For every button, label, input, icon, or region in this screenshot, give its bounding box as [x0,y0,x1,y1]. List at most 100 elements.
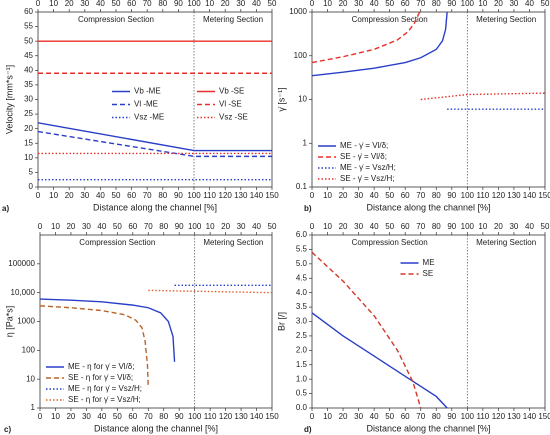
panel-label: c) [4,425,11,434]
y-tick-label: 10 [26,374,35,383]
y-tick-label: 5.0 [296,259,308,268]
x-tick-label: 100 [461,191,475,200]
x2-tick-label: 90 [447,222,456,231]
y-axis-label: η [Pa*s] [4,306,14,338]
legend-label: Vsz -SE [219,113,248,122]
x-tick-label: 60 [127,191,136,200]
x-tick-label: 60 [128,412,137,421]
legend-label: ME - γ̇ = Vsz/H; [340,163,396,172]
x-tick-label: 130 [234,191,248,200]
y-tick-label: 5.5 [296,245,308,254]
x2-tick-label: 30 [80,0,89,8]
legend-label: SE - η for γ̇ = Vl/δ; [68,373,133,382]
y-tick-label: 6.0 [296,230,308,239]
x2-tick-label: 50 [385,222,394,231]
x-tick-label: 10 [51,412,60,421]
x-tick-label: 10 [323,412,332,421]
section-label: Compression Section [78,15,154,24]
x2-tick-label: 40 [252,222,261,231]
x-axis-label: Distance along the channel [%] [94,423,218,433]
section-label: Compression Section [352,238,428,247]
x2-tick-label: 20 [494,222,503,231]
x2-tick-label: 10 [206,222,215,231]
x2-tick-label: 100 [188,222,202,231]
y-tick-label: 20 [24,124,33,133]
legend-label: SE - γ̇ = Vsz/H; [340,174,394,183]
y-axis-label: Br [/] [276,312,286,331]
y-tick-label: 100 [22,345,36,354]
x2-tick-label: 40 [370,222,379,231]
x-tick-label: 30 [80,191,89,200]
legend-label: Vb -ME [134,87,161,96]
legend-label: ME - η for γ̇ = Vl/δ; [68,362,134,371]
section-label: Metering Section [203,238,263,247]
series-line [420,92,545,101]
x2-tick-label: 0 [310,222,315,231]
x-tick-label: 20 [66,412,75,421]
legend-label: SE [423,269,434,278]
x2-tick-label: 50 [385,0,394,8]
y-axis-label: γ̇ [s⁻¹] [276,87,286,111]
x2-tick-label: 30 [237,222,246,231]
x2-tick-label: 70 [144,222,153,231]
x2-tick-label: 20 [339,222,348,231]
x2-tick-label: 30 [354,222,363,231]
y-tick-label: 55 [24,22,33,31]
x2-tick-label: 90 [175,222,184,231]
x2-tick-label: 10 [323,222,332,231]
legend-label: SE - η for γ̇ = Vsz/H; [68,395,141,404]
series-line [312,251,422,408]
x2-tick-label: 70 [416,222,425,231]
x-tick-label: 70 [144,412,153,421]
y-tick-label: 4.0 [296,288,308,297]
x-tick-label: 150 [265,191,279,200]
section-label: Metering Section [203,15,263,24]
x2-tick-label: 20 [66,222,75,231]
x-tick-label: 50 [385,191,394,200]
x2-tick-label: 10 [478,222,487,231]
x-tick-label: 120 [219,412,233,421]
x-tick-label: 80 [159,412,168,421]
x-tick-label: 70 [416,412,425,421]
x-tick-label: 100 [461,412,475,421]
x2-tick-label: 30 [354,0,363,8]
x2-tick-label: 50 [268,0,277,8]
y-tick-label: 1000 [17,317,35,326]
legend-label: ME [423,258,435,267]
x-tick-label: 140 [250,191,264,200]
x-tick-label: 20 [65,191,74,200]
x-tick-label: 140 [523,412,537,421]
x2-tick-label: 10 [205,0,214,8]
x2-tick-label: 40 [96,0,105,8]
x2-tick-label: 50 [541,222,550,231]
x2-tick-label: 100 [187,0,201,8]
legend-label: ME - γ̇ = Vl/δ; [340,141,388,150]
x2-tick-label: 60 [127,0,136,8]
y-tick-label: 0 [29,182,34,191]
x2-tick-label: 0 [38,222,43,231]
x-tick-label: 70 [416,191,425,200]
x-tick-label: 130 [507,191,521,200]
x2-tick-label: 90 [447,0,456,8]
x-tick-label: 90 [174,191,183,200]
y-tick-label: 45 [24,51,33,60]
panel-label: d) [304,425,312,434]
y-tick-label: 15 [24,138,33,147]
section-label: Compression Section [352,15,428,24]
x2-tick-label: 30 [82,222,91,231]
x2-tick-label: 40 [252,0,261,8]
x2-tick-label: 30 [236,0,245,8]
x-tick-label: 40 [370,191,379,200]
y-tick-label: 0.0 [296,403,308,412]
x-tick-label: 80 [432,191,441,200]
x-tick-label: 70 [143,191,152,200]
y-tick-label: 5 [29,168,34,177]
x2-tick-label: 30 [509,0,518,8]
y-tick-label: 3.0 [296,317,308,326]
y-tick-label: 30 [24,95,33,104]
x-tick-label: 90 [175,412,184,421]
